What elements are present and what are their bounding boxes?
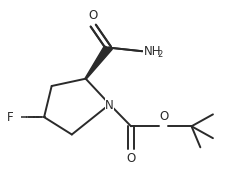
Text: 2: 2 (158, 50, 163, 59)
Text: F: F (7, 111, 14, 124)
Text: N: N (105, 99, 114, 112)
Text: NH: NH (144, 45, 161, 58)
Text: O: O (159, 110, 168, 123)
Polygon shape (85, 46, 112, 79)
Text: O: O (127, 152, 136, 165)
Text: O: O (89, 9, 98, 22)
